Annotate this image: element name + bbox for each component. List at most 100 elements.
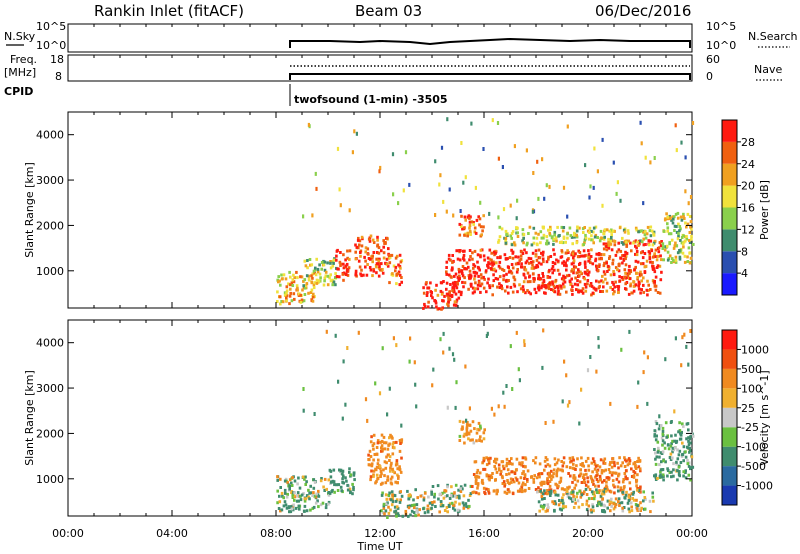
- velocity-cell: [686, 462, 690, 466]
- power-cell: [679, 227, 682, 231]
- power-cell: [488, 211, 491, 216]
- velocity-cell: [623, 465, 627, 468]
- power-cell: [531, 260, 535, 264]
- power-cell: [372, 241, 376, 244]
- velocity-cell: [546, 509, 549, 513]
- velocity-cell: [338, 468, 341, 472]
- power-cell: [454, 303, 458, 307]
- power-cell: [332, 261, 335, 265]
- velocity-cell: [454, 500, 457, 504]
- velocity-cell: [482, 431, 486, 435]
- power-cell: [358, 243, 361, 247]
- power-cell: [394, 256, 398, 260]
- velocity-cell: [461, 487, 464, 491]
- power-cell: [344, 258, 347, 262]
- velocity-cell: [390, 482, 394, 486]
- power-cell: [445, 272, 448, 276]
- velocity-cell: [631, 497, 634, 500]
- power-cell: [306, 259, 309, 262]
- power-cell: [594, 233, 598, 237]
- power-cell: [335, 254, 338, 258]
- power-cell: [434, 213, 437, 217]
- velocity-cell: [676, 478, 679, 482]
- velocity-cell: [603, 457, 607, 461]
- power-cell: [513, 243, 517, 247]
- x-tick-label: 00:00: [676, 527, 708, 540]
- velocity-cell: [597, 491, 601, 495]
- velocity-cell: [595, 474, 598, 478]
- velocity-cell: [599, 458, 603, 462]
- velocity-cell: [446, 485, 449, 489]
- power-cell: [583, 261, 587, 265]
- power-cell: [452, 303, 456, 307]
- velocity-cell: [595, 470, 599, 474]
- power-cell: [276, 300, 279, 303]
- power-cell: [423, 302, 426, 306]
- velocity-cell: [509, 477, 513, 481]
- velocity-cell: [433, 495, 436, 499]
- power-cell: [458, 258, 462, 262]
- velocity-cell: [341, 477, 344, 481]
- velocity-cell: [393, 505, 397, 509]
- power-cell: [497, 264, 501, 268]
- velocity-cell: [666, 467, 669, 471]
- power-cell: [587, 252, 591, 256]
- power-cell: [371, 254, 374, 258]
- power-cell: [627, 292, 631, 296]
- power-cell: [534, 265, 538, 269]
- power-cell: [454, 300, 457, 304]
- power-cell: [537, 277, 540, 281]
- power-cell: [573, 231, 576, 235]
- velocity-cell: [638, 467, 642, 471]
- power-cell: [439, 289, 443, 293]
- velocity-cell: [282, 496, 285, 500]
- velocity-cell: [543, 489, 546, 493]
- velocity-cell: [383, 512, 386, 516]
- velocity-cell: [463, 483, 467, 487]
- velocity-cell: [439, 500, 443, 504]
- power-cell: [445, 270, 448, 274]
- nsearch-label: N.Search: [748, 30, 798, 43]
- velocity-cell: [651, 495, 655, 499]
- power-cell: [674, 123, 677, 128]
- power-cell: [670, 238, 674, 242]
- power-cell: [522, 280, 526, 284]
- velocity-cell: [382, 468, 385, 472]
- velocity-cell: [463, 441, 466, 445]
- velocity-cell: [574, 483, 578, 487]
- power-cell: [625, 243, 629, 247]
- power-cell: [563, 285, 566, 289]
- power-cell: [357, 236, 360, 240]
- power-cell: [540, 262, 543, 266]
- power-cell: [570, 262, 574, 266]
- velocity-cell: [611, 471, 615, 475]
- power-cell: [532, 236, 536, 240]
- velocity-cell: [392, 441, 395, 445]
- velocity-cell: [562, 456, 566, 460]
- velocity-cell: [520, 490, 524, 494]
- power-cell: [434, 159, 437, 164]
- freq-label-line2: [MHz]: [4, 66, 36, 79]
- velocity-cell: [299, 498, 303, 502]
- power-cell: [445, 209, 448, 214]
- velocity-cell: [472, 490, 476, 494]
- velocity-cell: [646, 401, 649, 406]
- power-cell: [572, 265, 576, 269]
- power-cell: [513, 284, 517, 288]
- velocity-cell: [546, 489, 549, 492]
- velocity-cell: [600, 502, 603, 506]
- power-cell: [303, 286, 307, 290]
- power-cell: [527, 290, 531, 294]
- power-cell: [623, 242, 627, 246]
- power-cell: [512, 275, 515, 279]
- velocity-cell: [372, 447, 375, 451]
- power-cell: [460, 214, 463, 218]
- power-cell: [380, 262, 383, 266]
- power-cell: [354, 250, 357, 254]
- power-cell: [576, 283, 580, 287]
- power-cell: [666, 250, 670, 254]
- power-cell: [288, 294, 292, 298]
- power-cell: [559, 255, 563, 259]
- velocity-cell: [304, 483, 307, 486]
